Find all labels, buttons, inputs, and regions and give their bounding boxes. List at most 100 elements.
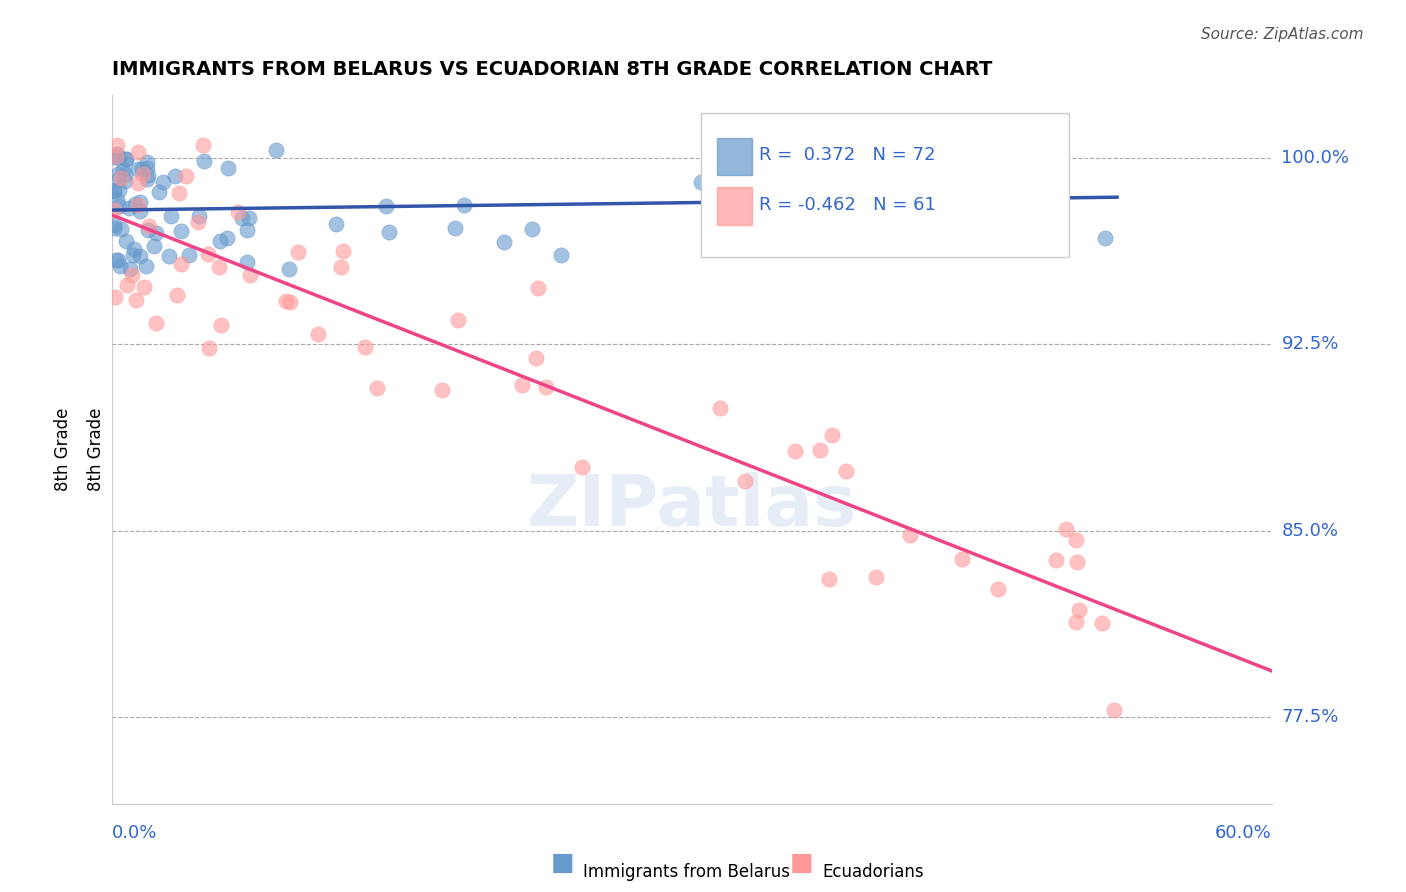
Point xyxy=(103,184,125,198)
Point xyxy=(278,294,301,309)
Point xyxy=(987,582,1010,596)
Point xyxy=(818,572,841,586)
Point xyxy=(105,138,128,153)
Point xyxy=(115,152,138,166)
Point xyxy=(522,222,544,236)
Point xyxy=(524,351,547,365)
Point xyxy=(378,225,401,239)
Point xyxy=(330,260,353,275)
Point xyxy=(191,138,214,153)
Text: 85.0%: 85.0% xyxy=(1281,522,1339,540)
Text: Immigrants from Belarus: Immigrants from Belarus xyxy=(583,863,790,881)
Point xyxy=(136,168,159,182)
Point xyxy=(325,217,347,231)
Point xyxy=(122,243,145,257)
Point xyxy=(231,211,253,226)
Point xyxy=(209,318,232,333)
Point xyxy=(1102,703,1125,717)
Point xyxy=(1067,602,1090,616)
Point xyxy=(950,552,973,566)
Point xyxy=(453,198,475,212)
Point xyxy=(157,249,180,263)
Point xyxy=(103,221,125,235)
Point xyxy=(492,235,515,249)
Point xyxy=(236,254,259,268)
Point xyxy=(209,234,232,248)
Point xyxy=(104,252,127,267)
Point xyxy=(898,527,921,541)
Point xyxy=(208,260,231,274)
Text: ■: ■ xyxy=(790,851,813,875)
Point xyxy=(131,162,153,177)
Point xyxy=(950,145,973,160)
Point xyxy=(375,199,398,213)
Point xyxy=(138,219,160,234)
Point xyxy=(108,171,131,186)
Point xyxy=(783,444,806,458)
Point xyxy=(127,161,149,176)
Point xyxy=(174,169,197,183)
Point xyxy=(107,167,129,181)
Point xyxy=(132,168,155,182)
FancyBboxPatch shape xyxy=(702,112,1069,257)
Point xyxy=(118,201,141,215)
Point xyxy=(170,257,193,271)
Point xyxy=(104,290,127,304)
Point xyxy=(103,202,125,217)
Point xyxy=(187,210,209,224)
Point xyxy=(277,261,299,276)
Point xyxy=(527,281,550,295)
Point xyxy=(179,248,201,262)
Point xyxy=(114,167,136,181)
Point xyxy=(135,161,157,175)
Point xyxy=(110,170,132,185)
Point xyxy=(105,193,128,207)
Point xyxy=(103,150,125,164)
Point xyxy=(197,247,219,261)
Text: Ecuadorians: Ecuadorians xyxy=(823,863,924,881)
Point xyxy=(107,253,129,268)
Point xyxy=(114,152,136,166)
Point xyxy=(734,475,756,489)
Point xyxy=(287,244,309,259)
Point xyxy=(1035,155,1057,169)
Point xyxy=(534,380,557,394)
Bar xyxy=(717,137,752,175)
Text: 8th Grade: 8th Grade xyxy=(55,408,72,491)
Point xyxy=(165,169,187,183)
Point xyxy=(118,261,141,276)
Point xyxy=(1045,553,1067,567)
Point xyxy=(1054,522,1077,536)
Point xyxy=(142,239,165,253)
Point xyxy=(193,154,215,169)
Point xyxy=(510,378,533,392)
Point xyxy=(571,459,593,474)
Point xyxy=(135,259,157,273)
Bar xyxy=(717,187,752,225)
Point xyxy=(446,313,468,327)
Point xyxy=(1094,231,1116,245)
Point xyxy=(114,174,136,188)
Text: 77.5%: 77.5% xyxy=(1281,708,1339,726)
Point xyxy=(122,247,145,261)
Point xyxy=(127,176,149,190)
Point xyxy=(835,464,858,478)
Point xyxy=(129,195,152,210)
Point xyxy=(152,175,174,189)
Point xyxy=(103,218,125,232)
Point xyxy=(332,244,354,259)
Point xyxy=(1064,615,1087,629)
Point xyxy=(145,317,167,331)
Point xyxy=(690,175,713,189)
Point xyxy=(112,162,135,177)
Text: IMMIGRANTS FROM BELARUS VS ECUADORIAN 8TH GRADE CORRELATION CHART: IMMIGRANTS FROM BELARUS VS ECUADORIAN 8T… xyxy=(111,60,993,78)
Point xyxy=(808,442,831,457)
Point xyxy=(135,172,157,186)
Point xyxy=(167,186,190,201)
Point xyxy=(264,143,287,157)
Text: 0.0%: 0.0% xyxy=(111,824,157,842)
Point xyxy=(148,185,170,199)
Point xyxy=(865,570,887,584)
Point xyxy=(550,247,572,261)
Point xyxy=(444,220,467,235)
